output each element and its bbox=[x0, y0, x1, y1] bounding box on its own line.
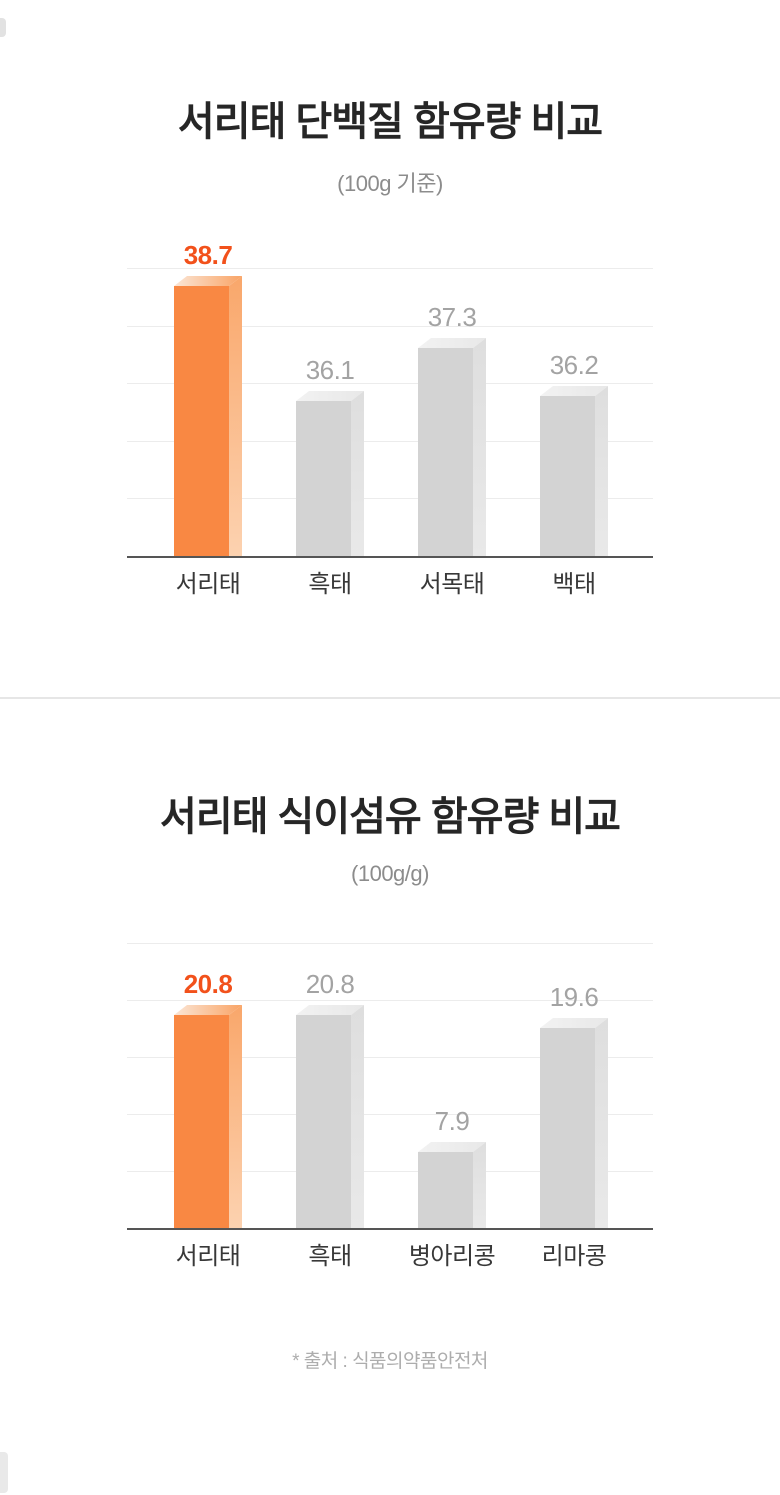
gridline bbox=[127, 1000, 653, 1001]
bar-top-face bbox=[296, 1005, 364, 1015]
adjacent-card-edge-bottom bbox=[0, 1452, 8, 1493]
bar-front-face bbox=[418, 348, 473, 556]
bar-side-face bbox=[473, 338, 486, 556]
bar-front-face bbox=[296, 1015, 351, 1228]
gridline bbox=[127, 268, 653, 269]
gridline bbox=[127, 440, 653, 442]
protein-bar-chart: 38.7 서리태 36.1 흑태 37.3 서목태 36.2 백태 bbox=[127, 242, 653, 597]
bar-side-face bbox=[229, 276, 242, 556]
category-label-서리태: 서리태 bbox=[175, 1243, 241, 1270]
value-label-흑태: 36.1 bbox=[305, 355, 355, 385]
gridline bbox=[127, 943, 653, 944]
bar-front-face bbox=[418, 1152, 473, 1228]
value-label-흑태: 20.8 bbox=[305, 969, 355, 999]
bar-side-face bbox=[351, 391, 364, 556]
value-label-서리태: 20.8 bbox=[183, 969, 233, 999]
gridline bbox=[127, 383, 653, 385]
gridline bbox=[127, 1057, 653, 1058]
bar-흑태 bbox=[296, 391, 364, 556]
bar-병아리콩 bbox=[418, 1142, 486, 1228]
value-label-서목태: 37.3 bbox=[427, 302, 477, 332]
bar-side-face bbox=[473, 1142, 486, 1228]
gridline bbox=[127, 1171, 653, 1172]
bar-top-face bbox=[418, 338, 486, 348]
category-label-병아리콩: 병아리콩 bbox=[408, 1243, 496, 1270]
category-label-백태: 백태 bbox=[552, 571, 596, 598]
value-label-리마콩: 19.6 bbox=[549, 982, 599, 1012]
bar-리마콩 bbox=[540, 1018, 608, 1228]
gridline bbox=[127, 498, 653, 500]
category-label-서목태: 서목태 bbox=[419, 571, 485, 598]
bar-front-face bbox=[174, 1015, 229, 1228]
section-divider bbox=[0, 697, 780, 699]
category-label-서리태: 서리태 bbox=[175, 571, 241, 598]
bar-서목태 bbox=[418, 338, 486, 556]
adjacent-card-edge-top bbox=[0, 18, 6, 37]
value-label-서리태: 38.7 bbox=[183, 240, 233, 270]
bar-front-face bbox=[540, 1028, 595, 1228]
bar-top-face bbox=[540, 1018, 608, 1028]
bar-front-face bbox=[174, 286, 229, 556]
bar-side-face bbox=[595, 386, 608, 556]
bar-흑태 bbox=[296, 1005, 364, 1228]
bar-top-face bbox=[296, 391, 364, 401]
value-label-백태: 36.2 bbox=[549, 350, 599, 380]
source-note: * 출처 : 식품의약품안전처 bbox=[292, 1351, 488, 1372]
bar-top-face bbox=[418, 1142, 486, 1152]
category-label-흑태: 흑태 bbox=[308, 571, 352, 598]
fiber-chart-subtitle: (100g/g) bbox=[351, 861, 429, 886]
value-label-병아리콩: 7.9 bbox=[434, 1106, 470, 1136]
bar-top-face bbox=[174, 1005, 242, 1015]
bar-front-face bbox=[540, 396, 595, 556]
bar-side-face bbox=[351, 1005, 364, 1228]
bar-side-face bbox=[229, 1005, 242, 1228]
category-label-리마콩: 리마콩 bbox=[541, 1243, 607, 1270]
bar-side-face bbox=[595, 1018, 608, 1228]
category-label-흑태: 흑태 bbox=[308, 1243, 352, 1270]
bar-front-face bbox=[296, 401, 351, 556]
protein-chart-title: 서리태 단백질 함유량 비교 bbox=[177, 100, 603, 144]
bar-top-face bbox=[540, 386, 608, 396]
bar-백태 bbox=[540, 386, 608, 556]
bar-top-face bbox=[174, 276, 242, 286]
fiber-chart-title: 서리태 식이섬유 함유량 비교 bbox=[160, 795, 621, 839]
protein-chart-subtitle: (100g 기준) bbox=[337, 171, 443, 196]
bar-서리태 bbox=[174, 276, 242, 556]
gridline bbox=[127, 1114, 653, 1115]
gridline bbox=[127, 325, 653, 327]
fiber-bar-chart: 20.8 서리태 20.8 흑태 7.9 병아리콩 19.6 리마콩 bbox=[127, 943, 653, 1269]
bar-서리태 bbox=[174, 1005, 242, 1228]
